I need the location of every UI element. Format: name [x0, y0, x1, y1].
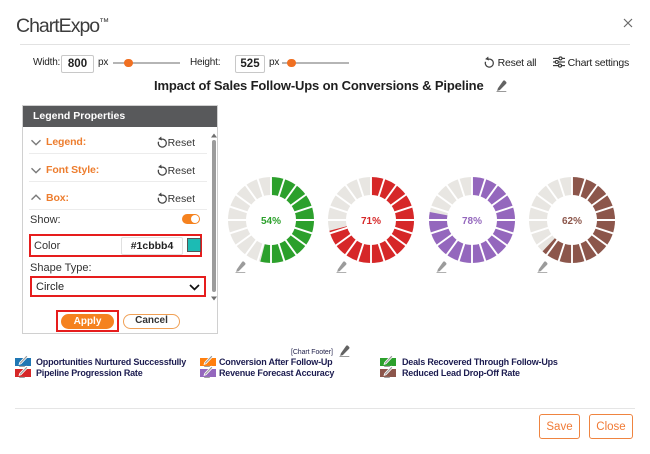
svg-text:71%: 71% — [361, 216, 381, 227]
svg-text:78%: 78% — [461, 216, 481, 227]
svg-text:62%: 62% — [562, 216, 582, 227]
svg-text:54%: 54% — [260, 216, 280, 227]
